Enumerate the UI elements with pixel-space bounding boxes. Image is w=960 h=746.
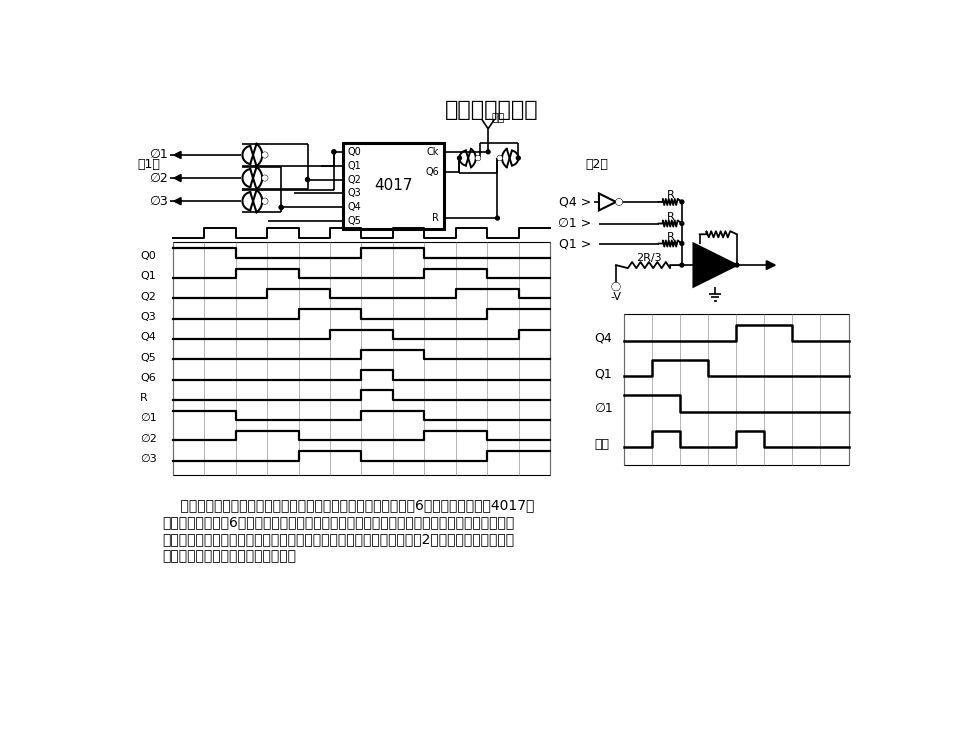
Text: Q3: Q3 [140,312,156,322]
Text: 但若采用或门也会得到同样的效果。如果需要，该电路还可附加以图（2）所示电路，以产生伪: 但若采用或门也会得到同样的效果。如果需要，该电路还可附加以图（2）所示电路，以产… [162,532,515,546]
Text: Q0: Q0 [140,251,156,261]
Text: ∅1: ∅1 [140,413,156,424]
Text: Q2: Q2 [348,175,362,184]
Circle shape [279,205,283,210]
Circle shape [735,263,739,267]
Text: ∅2: ∅2 [140,433,157,444]
Text: ∅1 >: ∅1 > [558,217,591,230]
Circle shape [680,263,684,267]
Circle shape [305,178,309,181]
Text: 4017: 4017 [374,178,413,193]
Bar [173,242,550,475]
Circle shape [680,222,684,225]
Text: Q4: Q4 [348,202,362,213]
Text: Q4: Q4 [140,332,156,342]
Circle shape [263,153,267,157]
Text: 数器便同步复位。6个输出经过组合给出所需的波形。值得注意的是，虽然图中所示为或非门，: 数器便同步复位。6个输出经过组合给出所需的波形。值得注意的是，虽然图中所示为或非… [162,515,515,530]
Polygon shape [693,243,737,286]
Circle shape [612,283,620,290]
Circle shape [680,200,684,204]
Circle shape [612,283,619,290]
Text: ∅1: ∅1 [150,148,168,161]
Text: ∅3: ∅3 [140,454,156,464]
Circle shape [279,205,283,210]
Circle shape [263,199,267,204]
Text: Q4 >: Q4 > [559,195,591,208]
Circle shape [263,176,267,181]
Text: Ck: Ck [427,147,440,157]
Circle shape [497,156,502,160]
Text: Q5: Q5 [348,216,362,226]
Text: 输出: 输出 [594,438,610,451]
Bar [344,142,444,229]
Circle shape [616,199,622,205]
Text: Q6: Q6 [425,167,440,177]
Text: Q1: Q1 [594,367,612,380]
Text: 三相方波发生器: 三相方波发生器 [445,99,539,119]
Text: Q6: Q6 [140,373,156,383]
Text: （2）: （2） [585,158,608,172]
Text: ∅1: ∅1 [594,402,613,416]
Circle shape [262,175,268,181]
Bar [624,313,849,466]
Text: Q5: Q5 [140,353,156,363]
Text: Q4: Q4 [594,332,612,345]
Text: R: R [666,212,674,222]
Text: R: R [432,213,440,223]
Circle shape [262,152,268,157]
Text: 时钟: 时钟 [492,113,505,123]
Circle shape [680,242,684,245]
Text: 该电路给出三相方波输出供变速马达起动用。工作很简单，每隔6个时钟脉冲输入，4017计: 该电路给出三相方波输出供变速马达起动用。工作很简单，每隔6个时钟脉冲输入，401… [162,498,534,513]
Text: Q1: Q1 [140,272,156,281]
Circle shape [262,198,268,204]
Text: （1）: （1） [137,158,160,172]
Text: Q0: Q0 [348,147,362,157]
Circle shape [458,156,462,160]
Text: Q3: Q3 [348,189,362,198]
Text: R: R [666,231,674,242]
Text: R: R [140,393,148,403]
Circle shape [476,156,480,160]
Text: ∅2: ∅2 [150,172,168,184]
Circle shape [616,199,622,204]
Circle shape [305,178,309,181]
Circle shape [486,150,490,154]
Text: Q2: Q2 [140,292,156,302]
Text: 正弦波，但整个电路都变得复杂了。: 正弦波，但整个电路都变得复杂了。 [162,549,297,563]
Text: ∅3: ∅3 [150,195,168,207]
Circle shape [476,156,480,160]
Text: R: R [666,190,674,200]
Circle shape [516,156,520,160]
Circle shape [332,150,336,154]
Text: Q1 >: Q1 > [559,237,591,250]
Circle shape [495,216,499,220]
Text: Q1: Q1 [348,160,362,171]
Circle shape [498,156,501,160]
Text: 2R/3: 2R/3 [636,253,661,263]
Circle shape [332,150,336,154]
Text: -V: -V [611,292,621,302]
